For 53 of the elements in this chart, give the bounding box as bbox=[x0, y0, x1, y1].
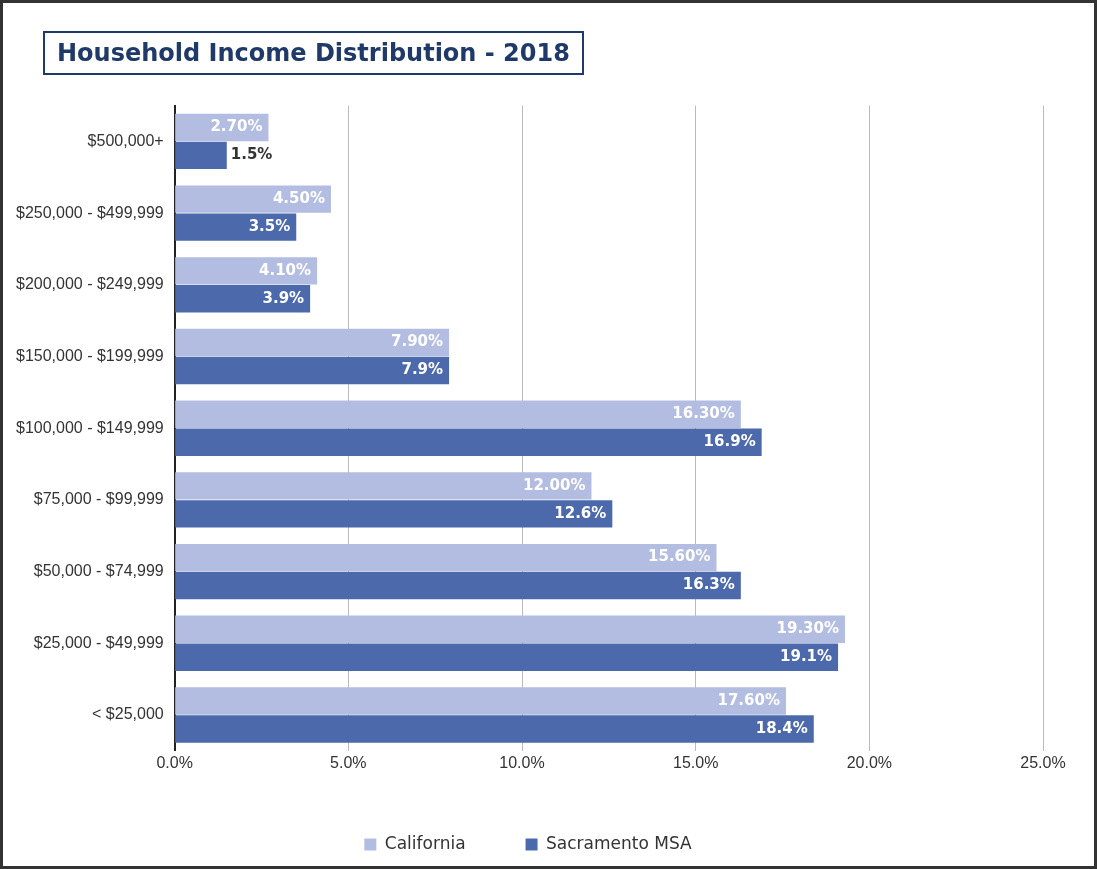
y-tick-label: $250,000 - $499,999 bbox=[16, 203, 164, 221]
bar bbox=[175, 285, 311, 313]
data-label: 3.5% bbox=[248, 217, 291, 235]
x-tick-label: 10.0% bbox=[499, 753, 545, 771]
y-tick-label: $100,000 - $149,999 bbox=[16, 418, 164, 436]
bar bbox=[175, 257, 318, 285]
bar bbox=[175, 400, 741, 428]
data-label: 19.1% bbox=[780, 647, 833, 666]
bar bbox=[175, 543, 717, 572]
y-tick-label: $50,000 - $74,999 bbox=[33, 561, 164, 579]
data-label: 19.30% bbox=[776, 619, 840, 638]
y-tick-label: $150,000 - $199,999 bbox=[16, 346, 164, 364]
y-tick-label: < $25,000 bbox=[92, 705, 164, 723]
bar bbox=[175, 615, 846, 643]
bar bbox=[175, 715, 814, 743]
y-tick-label: $25,000 - $49,999 bbox=[33, 633, 164, 651]
data-label: 3.9% bbox=[262, 288, 305, 307]
data-label: 4.50% bbox=[272, 189, 325, 208]
y-tick-label: $75,000 - $99,999 bbox=[33, 490, 164, 508]
x-tick-label: 25.0% bbox=[1020, 753, 1066, 771]
data-label: 2.70% bbox=[210, 117, 263, 136]
bar bbox=[175, 687, 786, 715]
bar bbox=[175, 472, 592, 500]
legend-label: Sacramento MSA bbox=[546, 832, 693, 853]
data-label: 18.4% bbox=[755, 718, 808, 737]
bar bbox=[175, 185, 331, 213]
bar bbox=[175, 428, 762, 456]
data-label: 1.5% bbox=[230, 145, 273, 164]
bar bbox=[175, 356, 450, 385]
bar bbox=[175, 571, 741, 600]
x-tick-label: 0.0% bbox=[156, 753, 193, 771]
x-tick-label: 20.0% bbox=[846, 753, 893, 771]
data-label: 15.60% bbox=[648, 547, 711, 566]
bar bbox=[175, 328, 450, 357]
data-label: 16.3% bbox=[682, 575, 735, 594]
x-tick-label: 5.0% bbox=[330, 753, 367, 771]
data-label: 12.00% bbox=[522, 475, 586, 494]
chart-title: Household Income Distribution - 2018 bbox=[43, 31, 584, 75]
data-label: 16.9% bbox=[703, 432, 756, 451]
y-tick-label: $500,000+ bbox=[87, 131, 164, 149]
data-label: 4.10% bbox=[259, 260, 312, 279]
x-tick-label: 15.0% bbox=[672, 753, 719, 771]
bar bbox=[175, 643, 839, 671]
y-tick-label: $200,000 - $249,999 bbox=[16, 275, 164, 293]
legend-label: California bbox=[384, 832, 466, 853]
data-label: 17.60% bbox=[717, 690, 780, 709]
data-label: 12.6% bbox=[554, 503, 607, 522]
data-label: 7.9% bbox=[401, 360, 444, 379]
bar bbox=[175, 141, 227, 170]
bar bbox=[175, 213, 297, 241]
data-label: 7.90% bbox=[391, 332, 444, 351]
bar bbox=[175, 500, 613, 528]
data-label: 16.30% bbox=[672, 404, 735, 423]
